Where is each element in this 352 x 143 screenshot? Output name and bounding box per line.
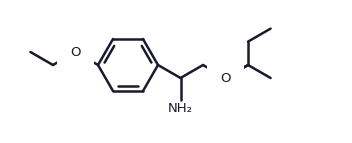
Text: NH₂: NH₂ <box>168 102 193 115</box>
Text: O: O <box>220 72 231 85</box>
Text: O: O <box>70 45 81 58</box>
